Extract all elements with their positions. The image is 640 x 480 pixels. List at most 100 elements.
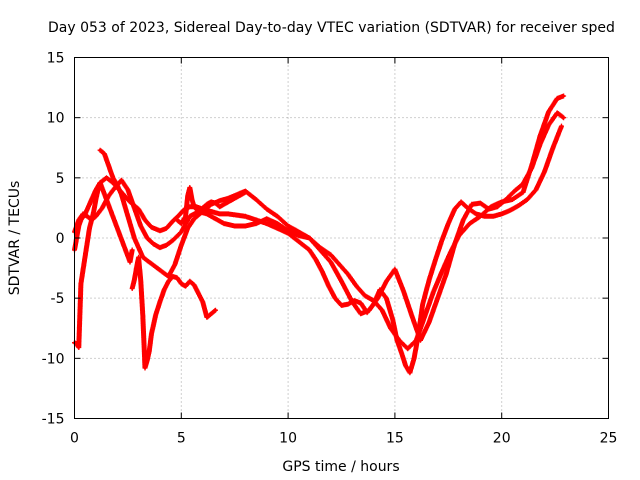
data-point <box>179 230 183 234</box>
data-point <box>419 338 422 342</box>
data-point <box>158 229 162 233</box>
grid <box>74 57 609 419</box>
data-point <box>83 254 87 258</box>
data-point <box>111 176 115 180</box>
data-point <box>100 206 104 210</box>
data-point <box>423 314 427 318</box>
data-point <box>186 227 190 230</box>
data-point <box>478 201 482 205</box>
data-point <box>209 210 213 213</box>
data-point <box>318 248 322 252</box>
data-point <box>440 270 444 274</box>
data-point <box>244 224 247 228</box>
series-track-f <box>174 185 248 227</box>
data-point <box>359 312 363 316</box>
y-tick-label: 0 <box>56 231 65 247</box>
data-point <box>329 260 333 264</box>
data-point <box>192 205 196 209</box>
data-point <box>218 199 222 203</box>
data-point <box>421 302 425 306</box>
data-point <box>201 300 205 304</box>
data-point <box>147 260 151 264</box>
data-point <box>399 350 403 354</box>
data-point <box>75 342 78 346</box>
axes: 0 5 10 15 20 25 -15 -10 -5 0 5 10 15 <box>42 51 618 447</box>
data-point <box>171 275 175 278</box>
data-point <box>77 346 81 349</box>
data-point <box>188 279 192 283</box>
data-point <box>308 248 311 252</box>
data-point <box>538 134 542 138</box>
data-point <box>320 270 324 274</box>
data-point <box>468 222 472 226</box>
data-point <box>201 206 205 210</box>
data-point <box>194 207 198 211</box>
data-point <box>162 288 166 292</box>
series-track-c <box>97 110 567 343</box>
data-point <box>179 222 183 226</box>
data-point <box>164 243 168 247</box>
x-tick-label: 10 <box>279 431 297 447</box>
data-point <box>504 198 508 201</box>
data-point <box>333 296 337 300</box>
data-point <box>431 290 435 294</box>
data-point <box>254 222 258 226</box>
data-point <box>397 338 401 342</box>
data-point <box>297 240 301 244</box>
data-point <box>404 364 407 367</box>
data-point <box>120 178 123 182</box>
y-tick-label: -10 <box>42 351 65 367</box>
data-point <box>233 224 237 228</box>
data-point <box>363 294 367 298</box>
y-tick-label: -15 <box>42 412 65 428</box>
chart-title: Day 053 of 2023, Sidereal Day-to-day VTE… <box>48 20 615 36</box>
data-point <box>152 242 155 246</box>
data-point <box>177 213 181 217</box>
data-point <box>105 176 108 180</box>
data-point <box>145 236 149 240</box>
data-point <box>453 242 457 246</box>
data-point <box>141 314 145 318</box>
series-track-d <box>129 254 218 371</box>
data-point <box>192 217 196 221</box>
y-axis-label: SDTVAR / TECUs <box>7 181 23 296</box>
data-point <box>530 166 533 170</box>
data-point <box>226 200 230 204</box>
data-point <box>487 207 491 211</box>
data-point <box>478 214 482 218</box>
data-point <box>107 164 111 168</box>
x-tick-label: 25 <box>600 431 618 447</box>
data-point <box>235 213 239 217</box>
data-point <box>205 212 209 216</box>
data-point <box>173 263 177 266</box>
data-point <box>222 222 226 226</box>
data-point <box>184 214 188 218</box>
data-point <box>314 258 318 262</box>
data-point <box>427 320 431 324</box>
data-point <box>132 206 136 210</box>
data-point <box>209 200 213 204</box>
data-point <box>444 272 448 276</box>
data-point <box>562 94 565 98</box>
data-point <box>359 301 363 305</box>
x-tick-label: 20 <box>493 431 511 447</box>
data-point <box>231 198 235 201</box>
data-point <box>96 188 100 192</box>
data-point <box>88 202 91 206</box>
data-point <box>139 224 143 228</box>
data-point <box>521 182 525 186</box>
data-point <box>244 190 247 194</box>
data-point <box>286 229 290 233</box>
data-point <box>132 236 136 240</box>
data-point <box>160 270 164 274</box>
data-point <box>167 275 170 278</box>
data-point <box>124 207 128 211</box>
data-point <box>179 282 183 286</box>
data-point <box>188 214 192 218</box>
data-point <box>521 190 525 194</box>
data-point <box>340 304 343 307</box>
data-point <box>446 222 450 226</box>
data-points <box>72 93 567 376</box>
data-point <box>98 181 102 185</box>
data-point <box>141 255 145 259</box>
